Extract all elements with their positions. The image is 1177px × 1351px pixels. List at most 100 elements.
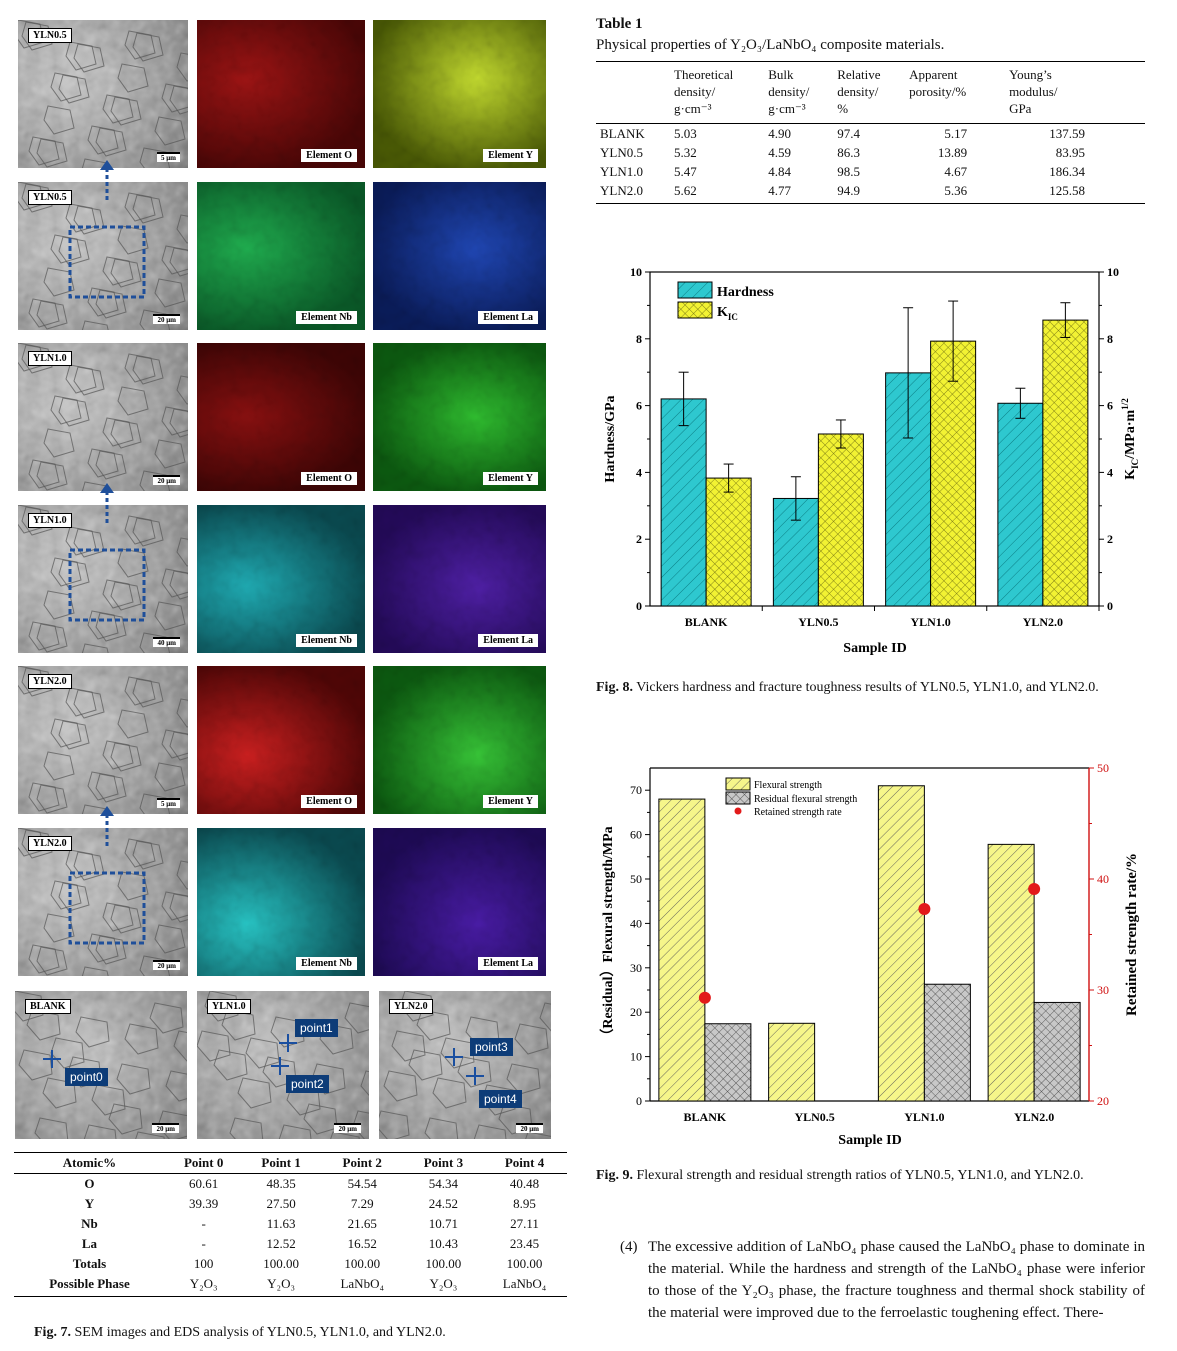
eds-cell: O <box>84 1176 95 1191</box>
fig8-caption: Fig. 8. Vickers hardness and fracture to… <box>596 678 1145 698</box>
sem-sample-label: YLN0.5 <box>28 190 72 205</box>
bar-k-ic <box>817 433 864 607</box>
eds-map: Element Y <box>373 20 546 168</box>
x-tick-label: YLN2.0 <box>1023 615 1063 629</box>
eds-cell: La <box>81 1236 98 1251</box>
table1-cell: 97.4 <box>837 126 860 141</box>
element-label: Element Nb <box>296 634 357 647</box>
legend-swatch-kic <box>677 301 713 319</box>
sem-sample-label: YLN0.5 <box>28 28 72 43</box>
y-tick-label: 70 <box>630 783 642 797</box>
table1-row: BLANK 5.03 4.90 97.4 5.17 137.59 <box>596 124 1145 144</box>
table1-cell: 13.89 <box>937 145 968 160</box>
table1-cell: 5.36 <box>905 181 1006 204</box>
bar-flexural-strength <box>658 798 706 1102</box>
table1-cell: 186.34 <box>1049 164 1085 179</box>
paragraph-text: The excessive addition of LaNbO₄ phase c… <box>648 1239 1145 1321</box>
table1-cell: 4.90 <box>768 126 791 141</box>
table1-cell: 4.77 <box>764 181 834 204</box>
eds-cell: 16.52 <box>347 1236 377 1251</box>
element-label: Element O <box>301 149 357 162</box>
legend-swatch-hardness <box>677 281 713 299</box>
fig9-caption-label: Fig. 9. <box>596 1168 633 1183</box>
table1-title: Physical properties of Y₂O₃/LaNbO₄ compo… <box>596 37 945 53</box>
eds-cell: 12.52 <box>266 1236 296 1251</box>
y-tick-label: 30 <box>630 961 642 975</box>
eds-cell: 40.48 <box>509 1176 540 1191</box>
y-axis-label: （Residual）Flexural strength/MPa <box>600 826 616 1042</box>
eds-cell: LaNbO₄ <box>482 1274 567 1297</box>
eds-cell: 100.00 <box>506 1256 543 1271</box>
x-tick-label: YLN0.5 <box>794 1110 834 1124</box>
table1-header-cell: Bulk density/g·cm⁻³ <box>764 61 834 124</box>
x-tick-label: YLN1.0 <box>910 615 950 629</box>
eds-cell: 7.29 <box>350 1196 374 1211</box>
sem-image: YLN0.5 5 μm <box>18 20 188 168</box>
y-tick-label: 6 <box>636 399 642 413</box>
table1-header-cell <box>596 61 671 124</box>
x-axis-label: Sample ID <box>838 1133 901 1148</box>
eds-map: Element Nb <box>197 182 365 330</box>
eds-cell: - <box>201 1216 206 1231</box>
element-label: Element La <box>478 311 538 324</box>
fig8-chart: 0 0 2 2 4 4 6 6 8 8 10 10 BLANK YLN0.5 YLN1.0 YLN2.0 Har… <box>603 265 1140 656</box>
retained-rate-point <box>918 902 931 915</box>
scale-bar: 20 μm <box>516 1123 543 1133</box>
eds-cell: 39.39 <box>189 1196 219 1211</box>
y2-tick-label: 30 <box>1097 983 1109 997</box>
eds-cell: 54.34 <box>428 1176 459 1191</box>
sem-sample-label: BLANK <box>25 999 71 1014</box>
eds-map: Element O <box>197 20 365 168</box>
eds-cell: Y₂O₃ <box>404 1274 483 1297</box>
fig9-caption-text: Flexural strength and residual strength … <box>636 1168 1084 1183</box>
sem-point-image: BLANK 20 μm <box>15 991 187 1139</box>
y2-axis-label: KIC/MPa·m1/2 <box>1120 398 1140 480</box>
y2-tick-label: 4 <box>1107 465 1113 479</box>
y-tick-label: 2 <box>636 532 642 546</box>
y-axis-label: Hardness/GPa <box>603 395 618 482</box>
legend-swatch-residual <box>725 791 751 805</box>
bar-hardness <box>997 402 1044 607</box>
x-tick-label: BLANK <box>685 615 728 629</box>
element-label: Element La <box>478 634 538 647</box>
legend-label: Residual flexural strength <box>754 794 857 805</box>
table1-cell: YLN2.0 <box>596 181 671 204</box>
bar-flexural-strength <box>877 785 925 1102</box>
table1-label: Table 1 <box>596 16 643 32</box>
y-tick-label: 40 <box>630 916 642 930</box>
table1-header-cell: Theoretical density/g·cm⁻³ <box>670 61 765 124</box>
table1: Theoretical density/g·cm⁻³ Bulk density/g·c… <box>596 61 1145 204</box>
sem-sample-label: YLN2.0 <box>28 674 72 689</box>
zoom-arrow <box>100 160 114 200</box>
y2-tick-label: 40 <box>1097 872 1109 886</box>
table1-cell: YLN0.5 <box>600 145 643 160</box>
scale-bar: 20 μm <box>153 960 180 970</box>
table1-row: YLN1.0 5.47 4.84 98.5 4.67 186.34 <box>596 162 1145 181</box>
table1-cell: 98.5 <box>837 164 860 179</box>
legend-label: Retained strength rate <box>754 807 842 818</box>
y2-tick-label: 10 <box>1107 265 1119 279</box>
table1-cell: 94.9 <box>833 181 906 204</box>
table1-header-cell: Apparent porosity/% <box>905 61 1006 124</box>
eds-cell: Y₂O₃ <box>164 1274 243 1297</box>
y2-tick-label: 8 <box>1107 332 1113 346</box>
fig7-caption-text: SEM images and EDS analysis of YLN0.5, Y… <box>74 1325 446 1340</box>
fig9-chart: 0 10 20 30 40 50 60 70 20 30 40 50 BLANK YLN0.5 YLN1.0… <box>600 761 1140 1148</box>
element-label: Element La <box>478 957 538 970</box>
bar-residual-flexural-strength <box>923 983 971 1102</box>
point-marker-icon <box>43 1050 61 1068</box>
eds-cell: 24.52 <box>428 1196 459 1211</box>
sem-image: YLN2.0 20 μm <box>18 828 188 976</box>
bar-k-ic <box>705 477 752 607</box>
table1-row: YLN2.0 5.62 4.77 94.9 5.36 125.58 <box>596 181 1145 204</box>
sem-image: YLN1.0 20 μm <box>18 343 188 491</box>
element-label: Element Nb <box>296 311 357 324</box>
fig7-caption: Fig. 7. SEM images and EDS analysis of Y… <box>34 1323 574 1343</box>
point-label: point4 <box>479 1090 522 1108</box>
zoom-arrow <box>100 483 114 523</box>
scale-bar: 5 μm <box>156 152 180 162</box>
eds-cell: 100.00 <box>263 1256 299 1271</box>
table1-row: YLN0.5 5.32 4.59 86.3 13.89 83.95 <box>596 143 1145 162</box>
table1-header-cell: Relative density/% <box>833 61 906 124</box>
eds-table: Atomic% Point 0 Point 1 Point 2 Point 3 Point… <box>14 1152 567 1297</box>
